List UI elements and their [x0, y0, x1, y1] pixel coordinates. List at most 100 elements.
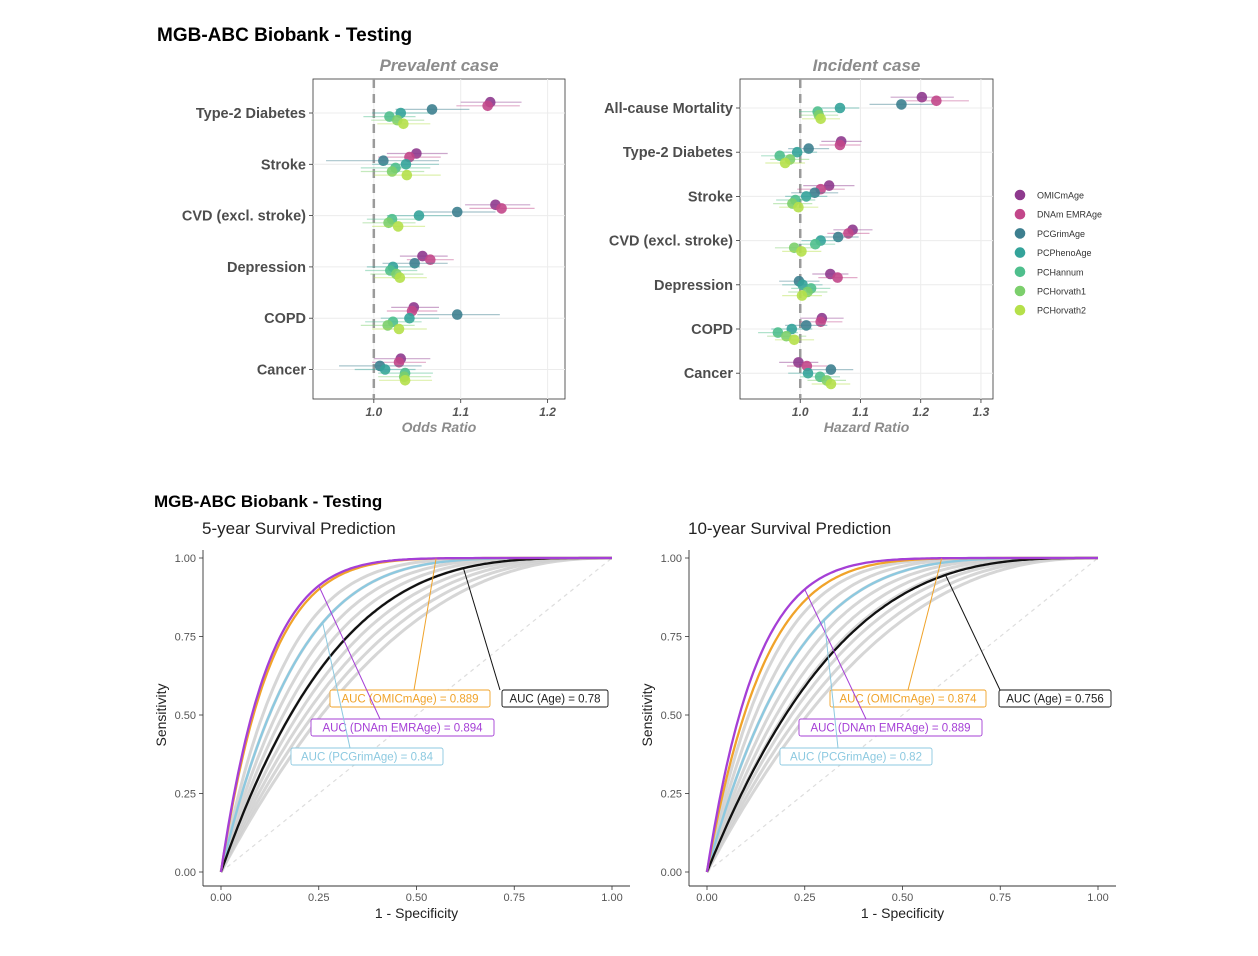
y-axis-title: Sensitivity: [639, 683, 655, 746]
legend-label: DNAm EMRAge: [1037, 210, 1102, 220]
data-point: [401, 169, 413, 181]
category-label: COPD: [691, 322, 733, 338]
x-tick-label: 1.1: [852, 405, 869, 419]
x-tick-label: 0.75: [990, 892, 1011, 904]
legend-key: [1014, 266, 1026, 278]
x-tick-label: 1.0: [792, 405, 809, 419]
roc-plot-10yr: 10-year Survival Prediction 0.00 0.25 0.50 0…: [639, 519, 1116, 921]
data-point: [916, 91, 928, 103]
roc-title: 5-year Survival Prediction: [202, 519, 396, 538]
x-axis-title: Odds Ratio: [402, 419, 477, 435]
section1-title: MGB-ABC Biobank - Testing: [157, 25, 412, 46]
data-point: [791, 146, 803, 158]
section2-title: MGB-ABC Biobank - Testing: [154, 492, 382, 511]
data-point: [386, 166, 398, 177]
category-label: Stroke: [688, 189, 733, 205]
auc-label-age: AUC (Age) = 0.78: [509, 694, 600, 706]
data-point: [451, 309, 463, 320]
callout-leader: [322, 622, 351, 749]
y-tick-label: 0.75: [661, 632, 682, 644]
legend-label: PCHannum: [1037, 267, 1084, 277]
data-point: [793, 201, 804, 213]
data-point: [392, 221, 404, 232]
legend-label: PCGrimAge: [1037, 229, 1085, 239]
data-point: [825, 364, 837, 375]
roc-ci-curve: [219, 556, 612, 873]
auc-label-pcgrimage: AUC (PCGrimAge) = 0.84: [301, 752, 434, 764]
x-tick-label: 1.2: [539, 405, 556, 419]
y-tick-label: 0.75: [175, 632, 196, 644]
y-tick-label: 0.50: [661, 710, 682, 722]
data-point: [399, 375, 411, 386]
data-point: [394, 272, 406, 284]
callout-box: [310, 718, 495, 737]
roc-curve-dnam-emrage: [219, 556, 612, 873]
y-tick-label: 0.00: [661, 867, 682, 879]
legend-label: OMICmAge: [1037, 191, 1084, 201]
roc-curve-dnam-emrage: [705, 556, 1098, 873]
x-tick-label: 0.25: [794, 892, 815, 904]
data-point: [788, 334, 800, 346]
data-point: [823, 180, 835, 191]
data-point: [896, 99, 907, 110]
data-point: [451, 206, 463, 218]
data-point: [786, 323, 798, 335]
data-point: [400, 159, 412, 170]
legend-key: [1014, 247, 1026, 258]
data-point: [413, 210, 425, 221]
y-tick-label: 0.25: [175, 789, 196, 801]
roc-curve-age: [705, 556, 1098, 873]
data-point: [802, 367, 814, 379]
x-axis-title: 1 - Specificity: [861, 905, 944, 921]
forest-plot-prevalent: Type-2 Diabetes Stroke CVD (excl. stroke) D…: [182, 56, 566, 435]
y-axis-title: Sensitivity: [153, 683, 169, 746]
category-label: CVD (excl. stroke): [609, 234, 733, 250]
data-point: [815, 113, 827, 125]
data-point: [796, 290, 808, 301]
legend-key: [1014, 189, 1026, 201]
callout-box: [798, 718, 983, 737]
data-point: [779, 157, 791, 169]
data-point: [832, 231, 844, 243]
category-label: Type-2 Diabetes: [623, 145, 733, 161]
data-point: [803, 143, 814, 154]
data-point: [815, 316, 827, 328]
data-point: [393, 357, 405, 368]
callout-box: [290, 747, 444, 766]
callout-leader: [318, 585, 381, 720]
data-point: [809, 187, 820, 199]
callout-leader: [907, 558, 943, 691]
data-point: [379, 364, 391, 375]
data-point: [809, 238, 821, 250]
roc-ci-curve: [705, 556, 1098, 873]
auc-label-omicmage: AUC (OMICmAge) = 0.889: [341, 694, 478, 706]
data-point: [774, 150, 786, 162]
data-point: [378, 155, 389, 166]
x-tick-label: 0.50: [406, 892, 427, 904]
roc-plot-5yr: 5-year Survival Prediction 0.00 0.25 0.50 0.…: [153, 519, 630, 921]
panel: [312, 78, 566, 400]
data-point: [404, 312, 415, 324]
callout-leader: [823, 619, 839, 749]
data-point: [834, 102, 846, 114]
chance-diagonal: [706, 557, 1099, 873]
roc-title: 10-year Survival Prediction: [688, 519, 891, 538]
x-axis-title: Hazard Ratio: [824, 419, 910, 435]
auc-label-pcgrimage: AUC (PCGrimAge) = 0.82: [790, 752, 922, 764]
x-axis-title: 1 - Specificity: [375, 905, 458, 921]
data-point: [772, 327, 784, 338]
data-point: [398, 118, 409, 130]
category-label: Type-2 Diabetes: [196, 106, 306, 122]
category-label: Stroke: [261, 157, 306, 173]
data-point: [425, 254, 436, 265]
callout-leader: [945, 574, 1001, 691]
data-point: [796, 246, 807, 257]
callout-leader: [462, 568, 501, 691]
legend-key: [1014, 208, 1026, 220]
x-tick-label: 1.00: [1087, 892, 1108, 904]
data-point: [825, 378, 837, 390]
x-tick-label: 0.00: [210, 892, 231, 904]
x-tick-label: 1.00: [601, 892, 622, 904]
data-point: [482, 100, 493, 112]
